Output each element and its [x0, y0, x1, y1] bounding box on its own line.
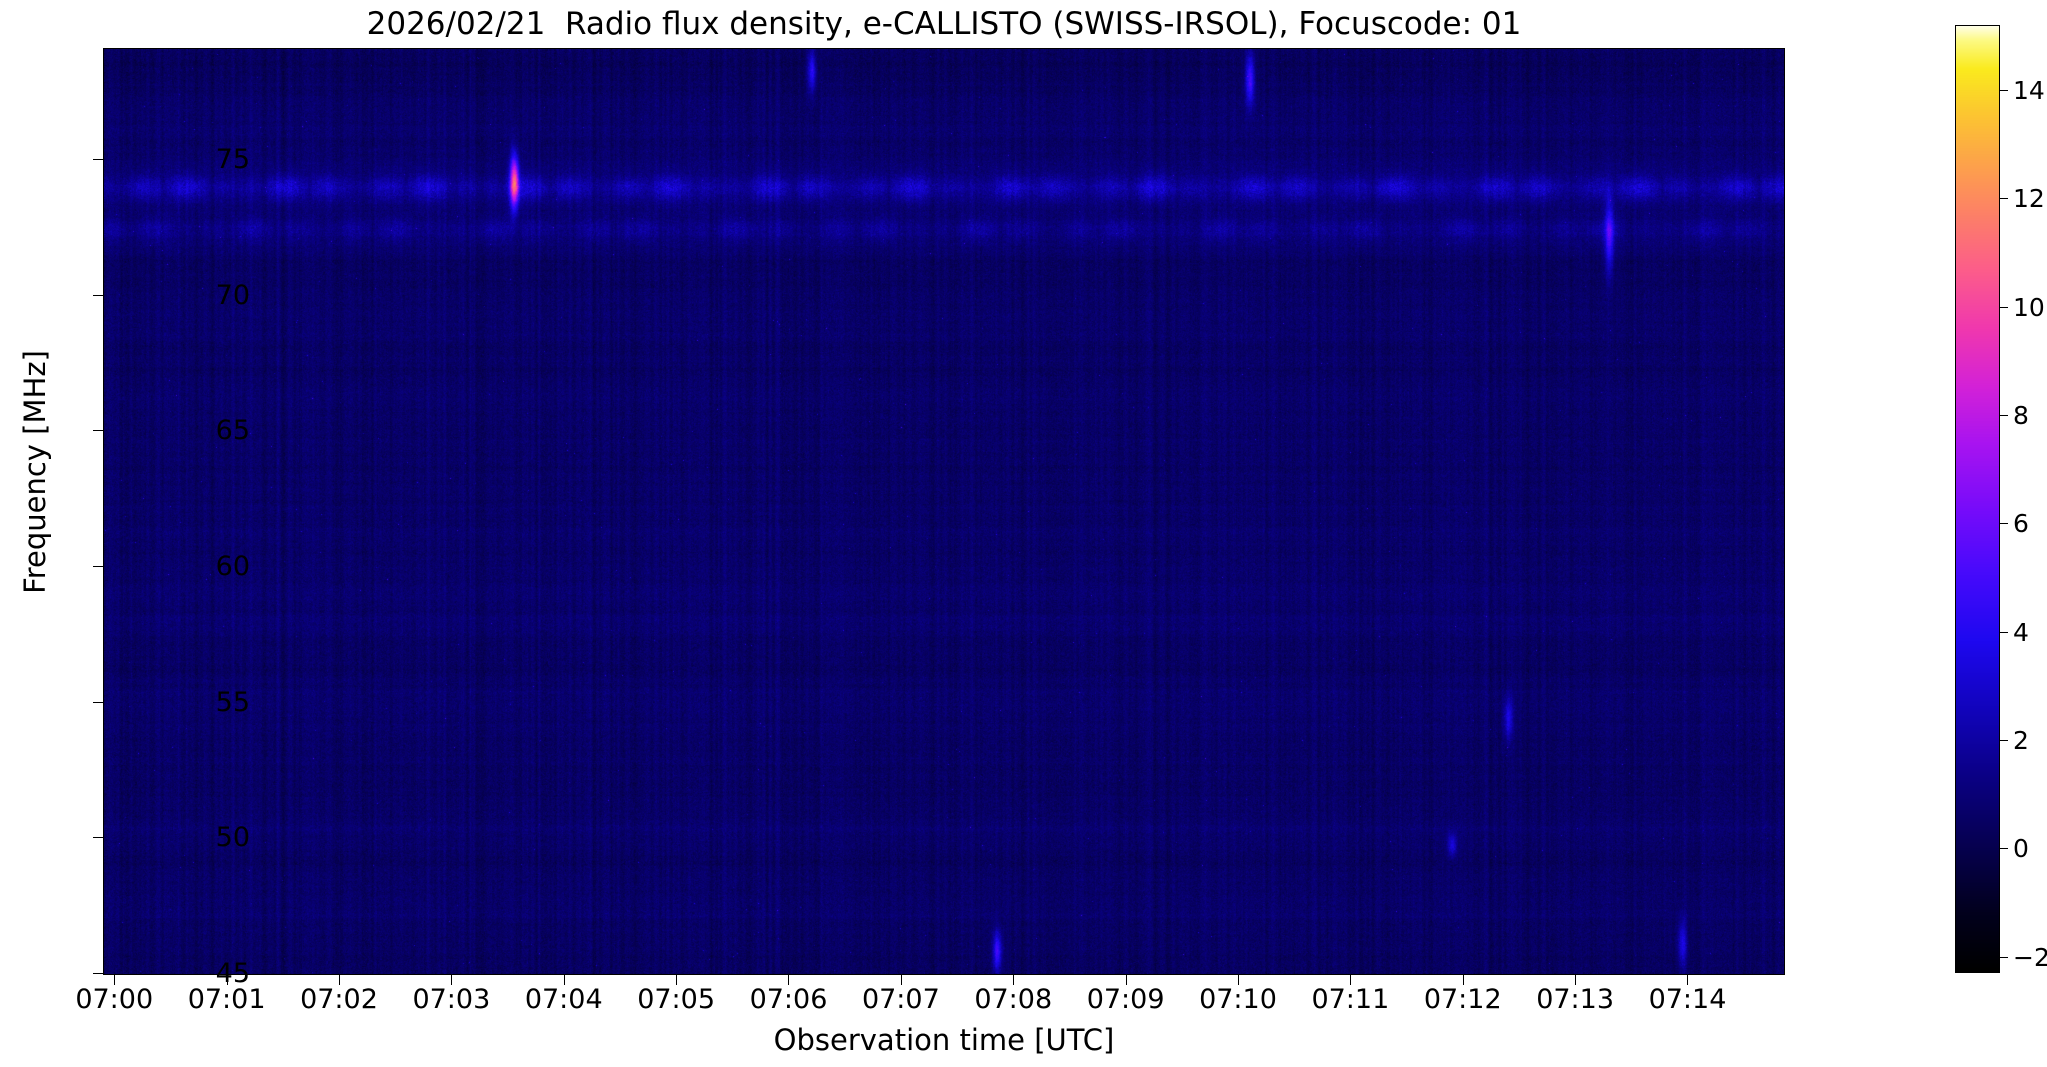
y-axis-tick-mark [93, 701, 103, 703]
colorbar-tick-mark [2000, 198, 2008, 200]
x-axis-tick-mark [1125, 975, 1127, 985]
y-axis-tick-mark [93, 294, 103, 296]
x-axis-tick-mark [1350, 975, 1352, 985]
y-axis-tick-label: 55 [215, 686, 250, 718]
y-axis-tick-label: 60 [215, 551, 250, 583]
colorbar-tick-label: −2 [2013, 942, 2047, 972]
x-axis-tick-mark [1462, 975, 1464, 985]
x-axis-tick-mark [1013, 975, 1015, 985]
colorbar-tick-mark [2000, 848, 2008, 850]
x-axis-tick-label: 07:06 [749, 984, 828, 1015]
colorbar-tick-mark [2000, 415, 2008, 417]
x-axis-tick-label: 07:09 [1086, 984, 1165, 1015]
colorbar[interactable] [1955, 25, 2000, 973]
x-axis-tick-label: 07:11 [1311, 984, 1390, 1015]
x-axis-tick-mark [451, 975, 453, 985]
colorbar-tick-mark [2000, 306, 2008, 308]
x-axis-tick-label: 07:05 [637, 984, 716, 1015]
colorbar-tick-label: 10 [2013, 292, 2045, 322]
y-axis-tick-mark [93, 837, 103, 839]
y-axis-tick-label: 65 [215, 415, 250, 447]
x-axis-label: Observation time [UTC] [773, 1023, 1115, 1057]
colorbar-tick-mark [2000, 523, 2008, 525]
x-axis-tick-mark [338, 975, 340, 985]
y-axis-tick-mark [93, 566, 103, 568]
colorbar-tick-mark [2000, 631, 2008, 633]
colorbar-tick-mark [2000, 740, 2008, 742]
x-axis-tick-mark [114, 975, 116, 985]
x-axis-tick-label: 07:08 [974, 984, 1053, 1015]
x-axis-tick-label: 07:04 [524, 984, 603, 1015]
spectrogram-plot-area[interactable] [103, 48, 1785, 975]
colorbar-tick-label: 0 [2013, 834, 2029, 864]
y-axis-tick-label: 70 [215, 279, 250, 311]
x-axis-tick-label: 07:00 [75, 984, 154, 1015]
x-axis-tick-label: 07:14 [1648, 984, 1727, 1015]
y-axis-tick-label: 50 [215, 822, 250, 854]
x-axis-tick-label: 07:10 [1199, 984, 1277, 1015]
y-axis-tick-mark [93, 159, 103, 161]
x-axis-tick-mark [1237, 975, 1239, 985]
colorbar-tick-label: 4 [2013, 617, 2029, 647]
y-axis-tick-mark [93, 430, 103, 432]
colorbar-gradient [1956, 26, 1999, 972]
colorbar-tick-mark [2000, 90, 2008, 91]
colorbar-tick-label: 6 [2013, 509, 2029, 539]
x-axis-tick-label: 07:01 [187, 984, 266, 1015]
x-axis-tick-label: 07:02 [300, 984, 378, 1015]
x-axis-tick-label: 07:12 [1423, 984, 1502, 1015]
y-axis-tick-mark [93, 973, 103, 974]
x-axis-tick-label: 07:13 [1536, 984, 1614, 1015]
x-axis-tick-mark [226, 975, 228, 985]
y-axis-tick-label: 45 [215, 958, 250, 989]
y-axis-tick-label: 75 [215, 144, 250, 176]
x-axis-tick-mark [788, 975, 790, 985]
x-axis-tick-mark [676, 975, 678, 985]
colorbar-tick-label: 8 [2013, 401, 2029, 431]
colorbar-tick-label: 12 [2013, 184, 2045, 214]
colorbar-tick-label: 14 [2013, 76, 2045, 105]
x-axis-tick-mark [900, 975, 902, 985]
colorbar-tick-label: 2 [2013, 726, 2029, 756]
x-axis-tick-mark [563, 975, 565, 985]
figure-title: 2026/02/21 Radio flux density, e-CALLIST… [366, 6, 1522, 42]
spectrogram-image[interactable] [104, 49, 1784, 974]
x-axis-tick-mark [1687, 975, 1689, 985]
colorbar-tick-mark [2000, 956, 2008, 958]
x-axis-tick-mark [1575, 975, 1577, 985]
x-axis-tick-label: 07:07 [861, 984, 940, 1015]
x-axis-tick-label: 07:03 [412, 984, 491, 1015]
